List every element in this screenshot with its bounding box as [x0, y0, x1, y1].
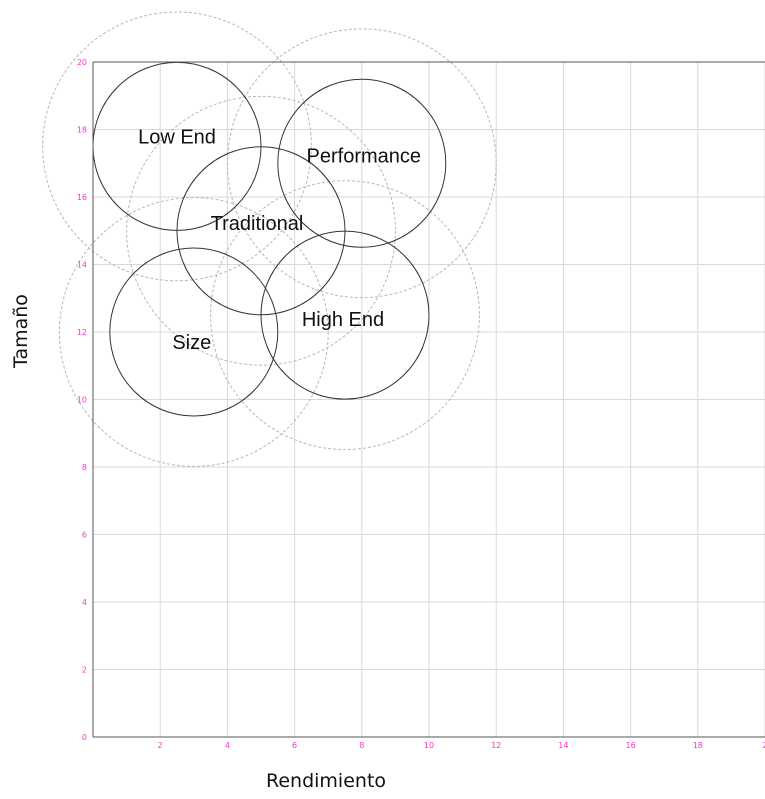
plot-frame: [92, 61, 765, 738]
y-axis-label: Tamaño: [10, 294, 32, 368]
segment-label: Low End: [138, 126, 216, 148]
grid-lines: [93, 61, 765, 737]
segment-circle-size: [109, 247, 279, 417]
x-tick-label: 4: [225, 741, 230, 750]
inner-circles: [92, 61, 447, 417]
x-tick-label: 6: [292, 741, 297, 750]
x-tick-label: 2: [158, 741, 163, 750]
x-tick-label: 8: [359, 741, 364, 750]
tick-labels: 0 2 4 6 8 10 12 14 16 18 20 2 4 6 8 10 12 14 16 18 2: [77, 58, 765, 750]
x-tick-label: 2: [762, 741, 765, 750]
outer-circles: [42, 11, 497, 467]
y-tick-label: 6: [82, 531, 87, 540]
y-tick-label: 14: [77, 261, 87, 270]
outer-circle-size: [58, 197, 329, 467]
y-tick-label: 12: [77, 328, 87, 337]
segment-circle-high-end: [260, 230, 430, 400]
x-tick-label: 18: [693, 741, 703, 750]
outer-circle-traditional: [126, 95, 396, 366]
x-tick-label: 16: [626, 741, 636, 750]
x-tick-label: 10: [424, 741, 434, 750]
segment-label: Size: [172, 332, 211, 354]
segment-label: Performance: [307, 145, 422, 167]
y-tick-label: 8: [82, 463, 87, 472]
outer-circle-low-end: [42, 11, 312, 282]
segment-labels: Low End Performance Traditional Size High En…: [138, 126, 421, 354]
y-tick-label: 2: [82, 666, 87, 675]
segment-label: High End: [302, 309, 384, 331]
y-tick-label: 18: [77, 126, 87, 135]
x-axis-label: Rendimiento: [266, 770, 387, 792]
y-tick-label: 4: [82, 598, 87, 607]
y-tick-label: 10: [77, 396, 87, 405]
segment-label: Traditional: [211, 213, 304, 235]
y-tick-label: 16: [77, 193, 87, 202]
y-tick-label: 0: [82, 733, 87, 742]
outer-circle-high-end: [210, 180, 480, 451]
x-tick-label: 14: [558, 741, 568, 750]
x-tick-label: 12: [491, 741, 501, 750]
segment-circle-performance: [277, 78, 447, 248]
y-tick-label: 20: [77, 58, 87, 67]
outer-circle-performance: [226, 28, 497, 299]
